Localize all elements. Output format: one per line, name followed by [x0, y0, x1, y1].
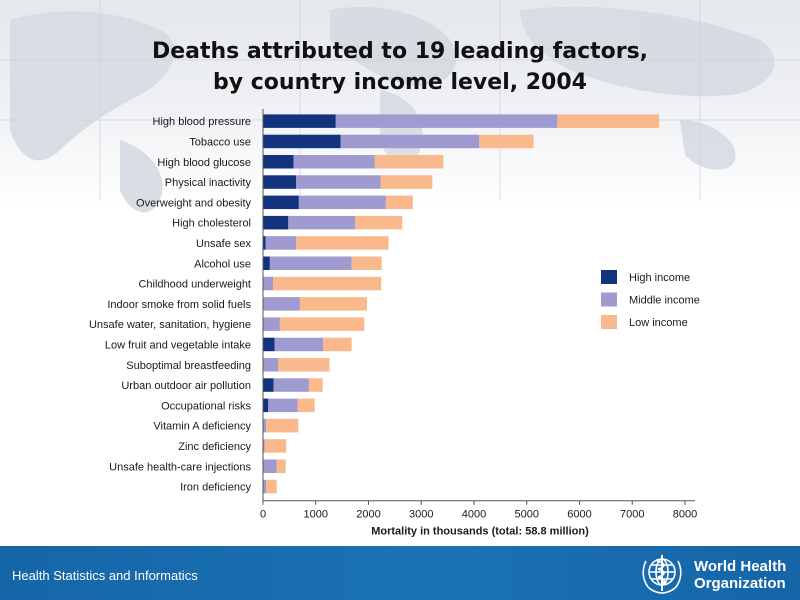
- y-tick-label: Childhood underweight: [138, 279, 251, 291]
- chart-title: Deaths attributed to 19 leading factors,…: [0, 36, 800, 98]
- x-tick-label: 5000: [515, 509, 539, 521]
- bar-segment: [263, 317, 280, 331]
- bar-segment: [263, 418, 267, 433]
- y-tick-label: High blood glucose: [157, 157, 251, 169]
- bar-segment: [263, 215, 289, 230]
- bar-segment: [274, 337, 324, 352]
- bar-segment: [323, 337, 352, 352]
- y-tick-label: Vitamin A deficiency: [153, 421, 251, 433]
- bar-segment: [266, 479, 277, 494]
- y-tick-label: Iron deficiency: [180, 482, 251, 494]
- x-tick-label: 6000: [567, 509, 591, 521]
- bar-segment: [264, 439, 287, 453]
- x-tick-label: 7000: [620, 509, 644, 521]
- x-tick-label: 1000: [304, 509, 328, 521]
- bar-segment: [288, 215, 356, 230]
- bar-segment: [340, 134, 480, 149]
- bar-segment: [374, 155, 444, 169]
- bar-segment: [335, 114, 558, 128]
- footer-text: Health Statistics and Informatics: [12, 568, 198, 583]
- bar-segment: [278, 358, 330, 372]
- legend-label: Low income: [629, 317, 688, 329]
- who-logo-line-1: World Health: [694, 558, 787, 575]
- x-axis-label: Mortality in thousands (total: 58.8 mill…: [371, 526, 589, 538]
- y-tick-label: Unsafe water, sanitation, hygiene: [89, 319, 251, 331]
- stacked-bar-chart: High blood pressure Tobacco use High blood…: [89, 109, 700, 538]
- bar-segment: [263, 276, 274, 291]
- bar-segment: [298, 195, 386, 210]
- y-tick-label: Suboptimal breastfeeding: [126, 360, 251, 372]
- bar-segment: [479, 134, 534, 149]
- x-tick-label: 2000: [356, 509, 380, 521]
- bar-segment: [266, 418, 299, 433]
- bar-segment: [269, 256, 352, 270]
- x-tick-label: 3000: [409, 509, 433, 521]
- bar-segment: [299, 297, 367, 311]
- bar-segment: [351, 256, 382, 270]
- bar-segment: [263, 459, 277, 473]
- y-tick-label: Overweight and obesity: [136, 197, 251, 209]
- bar-segment: [263, 134, 341, 149]
- chart-title-line-1: Deaths attributed to 19 leading factors,: [151, 39, 649, 64]
- bar-segment: [355, 215, 403, 230]
- x-tick-label: 4000: [462, 509, 486, 521]
- bar-segment: [297, 398, 315, 413]
- bar-segment: [263, 398, 269, 413]
- world-map-graphic: [0, 0, 800, 213]
- bar-segment: [265, 236, 297, 250]
- bar-segment: [263, 378, 274, 392]
- bar-segment: [276, 459, 286, 473]
- legend-swatch: [601, 292, 617, 307]
- x-tick-label: 8000: [673, 509, 697, 521]
- bar-segment: [273, 276, 382, 291]
- y-tick-label: Alcohol use: [194, 258, 251, 270]
- bar-segment: [296, 175, 381, 189]
- bar-segment: [273, 378, 309, 392]
- y-tick-label: High cholesterol: [172, 218, 251, 230]
- bar-segment: [380, 175, 433, 189]
- y-tick-label: Low fruit and vegetable intake: [105, 339, 251, 351]
- who-logo-line-2: Organization: [694, 575, 786, 592]
- y-tick-label: Physical inactivity: [165, 177, 252, 189]
- bar-segment: [263, 297, 300, 311]
- bar-segment: [263, 195, 299, 210]
- y-tick-label: Urban outdoor air pollution: [121, 380, 251, 392]
- bar-segment: [268, 398, 298, 413]
- bar-segment: [308, 378, 323, 392]
- y-tick-label: High blood pressure: [153, 116, 251, 128]
- y-tick-label: Unsafe health-care injections: [109, 461, 251, 473]
- bar-segment: [263, 175, 297, 189]
- y-tick-label: Zinc deficiency: [178, 441, 251, 453]
- legend-label: High income: [629, 272, 690, 284]
- who-emblem-icon: [642, 555, 682, 594]
- bar-segment: [263, 236, 266, 250]
- bar-segment: [279, 317, 365, 331]
- footer-bar: Health Statistics and Informatics: [0, 546, 800, 600]
- world-map-background: [0, 0, 800, 545]
- bar-segment: [263, 256, 270, 270]
- legend-swatch: [601, 270, 617, 284]
- bar-segment: [263, 439, 265, 453]
- bar-segment: [263, 114, 336, 128]
- bar-segment: [263, 479, 267, 494]
- bar-segment: [296, 236, 389, 250]
- bar-segment: [385, 195, 413, 210]
- y-tick-label: Indoor smoke from solid fuels: [107, 299, 251, 311]
- y-tick-label: Occupational risks: [161, 400, 251, 412]
- y-tick-label: Unsafe sex: [196, 238, 252, 250]
- bar-segment: [263, 358, 279, 372]
- bar-segment: [557, 114, 660, 128]
- legend-label: Middle income: [629, 295, 700, 307]
- chart-title-line-2: by country income level, 2004: [213, 70, 587, 95]
- legend-swatch: [601, 315, 617, 329]
- x-tick-label: 0: [260, 509, 266, 521]
- y-tick-label: Tobacco use: [189, 136, 251, 148]
- who-logo-text: World Health Organization: [694, 558, 786, 592]
- bar-segment: [293, 155, 375, 169]
- bar-segment: [263, 155, 294, 169]
- bar-segment: [263, 337, 275, 352]
